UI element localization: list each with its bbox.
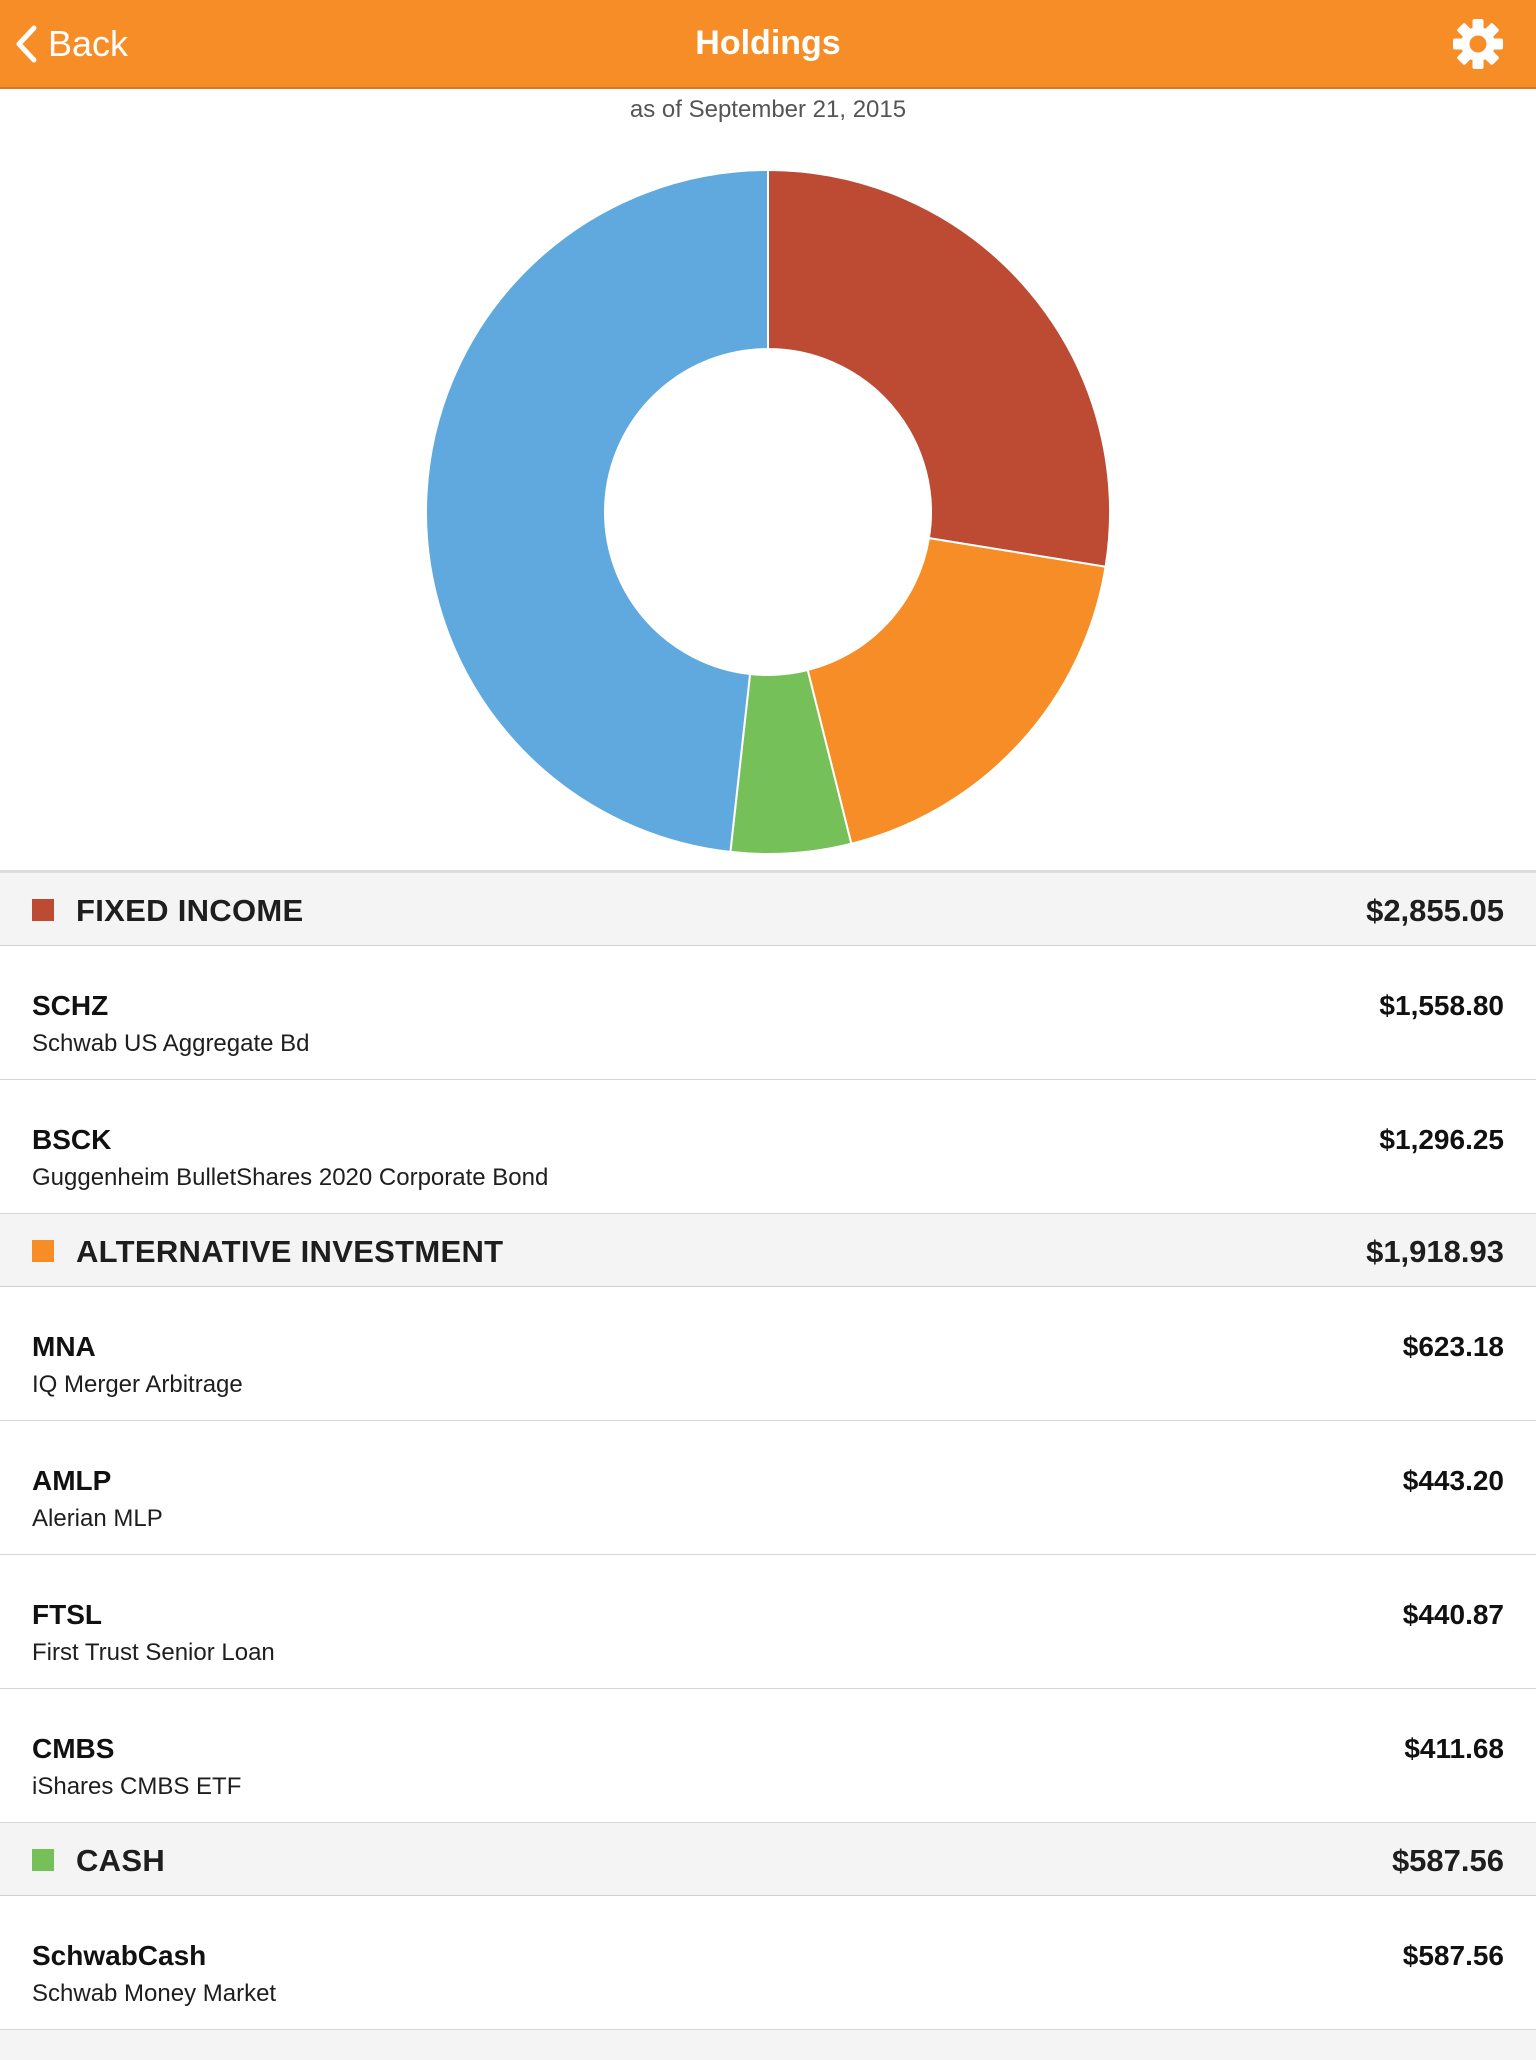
holding-description: iShares CMBS ETF	[32, 1773, 242, 1800]
holding-row[interactable]: AMLP Alerian MLP $443.20	[0, 1421, 1536, 1555]
section-total: $587.56	[1391, 1843, 1504, 1878]
donut-slice-1	[806, 536, 1107, 845]
holding-row[interactable]: BSCK Guggenheim BulletShares 2020 Corpora…	[0, 1080, 1536, 1214]
legend-swatch	[32, 1240, 54, 1262]
nav-bar: Back Holdings	[0, 0, 1536, 89]
as-of-date: as of September 21, 2015	[629, 96, 907, 123]
holding-description: Guggenheim BulletShares 2020 Corporate B…	[32, 1164, 549, 1191]
legend-swatch	[32, 899, 54, 921]
holdings-donut-chart	[425, 168, 1111, 855]
section-header: ALTERNATIVE INVESTMENT $1,918.93	[0, 1214, 1536, 1287]
section-total: $2,855.05	[1366, 893, 1504, 928]
holding-row[interactable]: MNA IQ Merger Arbitrage $623.18	[0, 1287, 1536, 1421]
section-name: CASH	[76, 1843, 166, 1878]
donut-slice-3	[425, 168, 769, 854]
holding-description: First Trust Senior Loan	[32, 1639, 275, 1666]
donut-slice-0	[767, 168, 1111, 568]
holding-amount: $1,296.25	[1379, 1124, 1504, 1155]
holding-description: IQ Merger Arbitrage	[32, 1371, 243, 1398]
holding-description: Alerian MLP	[32, 1505, 163, 1532]
holding-symbol: SCHZ	[32, 990, 109, 1021]
holding-symbol: MNA	[32, 1331, 96, 1362]
holding-amount: $440.87	[1402, 1599, 1504, 1630]
list-footer	[0, 2030, 1536, 2060]
holding-amount: $1,558.80	[1379, 990, 1504, 1021]
section-name: ALTERNATIVE INVESTMENT	[76, 1234, 504, 1269]
chevron-left-icon	[16, 25, 37, 63]
holding-amount: $623.18	[1402, 1331, 1504, 1362]
holding-amount: $443.20	[1402, 1465, 1504, 1496]
holding-symbol: SchwabCash	[32, 1940, 207, 1971]
section-header: FIXED INCOME $2,855.05	[0, 873, 1536, 946]
divider	[0, 870, 1536, 873]
holding-description: Schwab Money Market	[32, 1980, 277, 2007]
legend-swatch	[32, 1849, 54, 1871]
section-name: FIXED INCOME	[76, 893, 304, 928]
holding-amount: $411.68	[1404, 1733, 1504, 1764]
holding-symbol: CMBS	[32, 1733, 115, 1764]
section-header: CASH $587.56	[0, 1823, 1536, 1896]
back-button[interactable]: Back	[14, 18, 128, 70]
gear-icon[interactable]	[1452, 18, 1504, 70]
holding-row[interactable]: SchwabCash Schwab Money Market $587.56	[0, 1896, 1536, 2030]
holding-row[interactable]: CMBS iShares CMBS ETF $411.68	[0, 1689, 1536, 1823]
holding-row[interactable]: SCHZ Schwab US Aggregate Bd $1,558.80	[0, 946, 1536, 1080]
page-title: Holdings	[695, 24, 841, 62]
holding-symbol: AMLP	[32, 1465, 112, 1496]
section-total: $1,918.93	[1366, 1234, 1504, 1269]
holding-row[interactable]: FTSL First Trust Senior Loan $440.87	[0, 1555, 1536, 1689]
holdings-list: FIXED INCOME $2,855.05 SCHZ Schwab US Aggre…	[0, 870, 1536, 2060]
back-label: Back	[48, 23, 129, 64]
holding-description: Schwab US Aggregate Bd	[32, 1030, 310, 1057]
holding-symbol: BSCK	[32, 1124, 112, 1155]
holding-symbol: FTSL	[32, 1599, 102, 1630]
holding-amount: $587.56	[1402, 1940, 1504, 1971]
